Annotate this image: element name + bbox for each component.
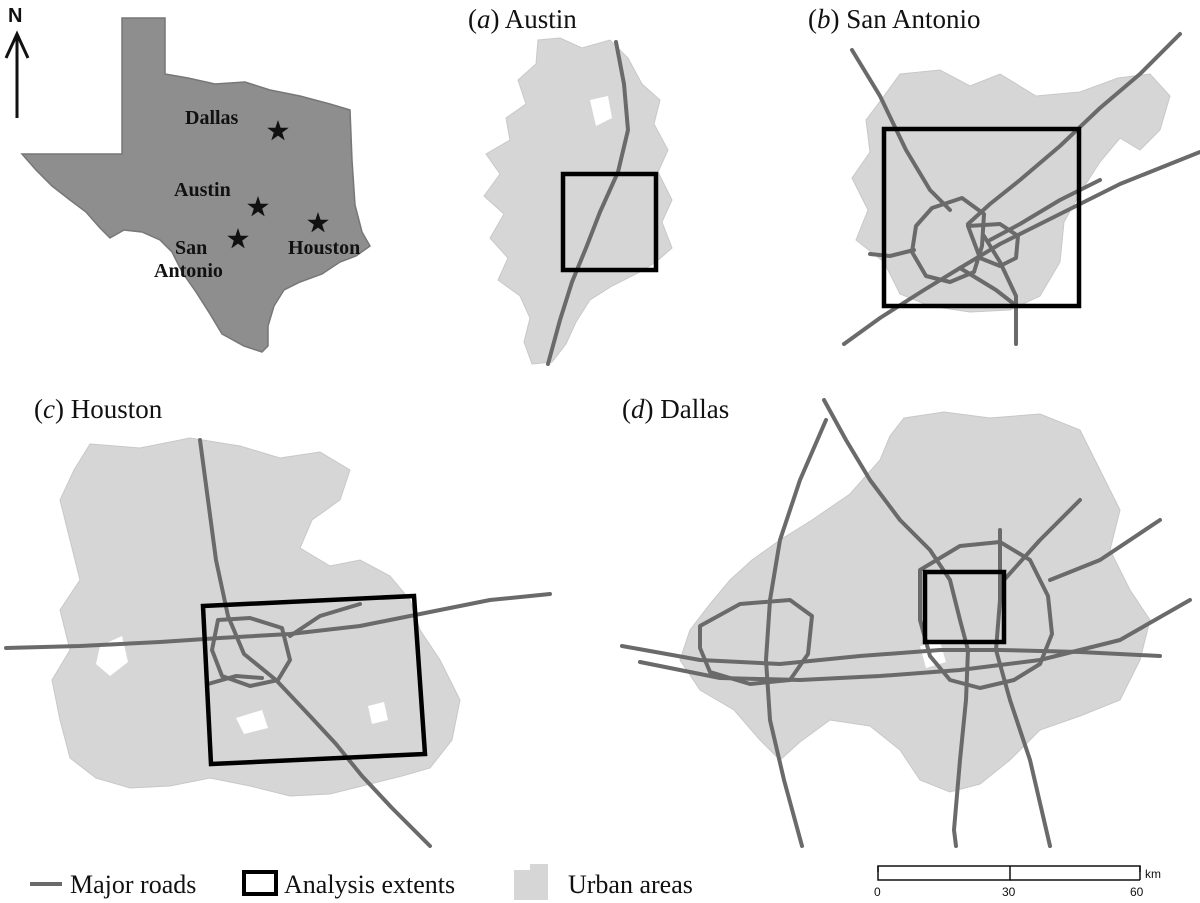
panel-title-san-antonio: (b) San Antonio: [808, 4, 981, 34]
texas-overview-map: Dallas Austin San Antonio Houston: [20, 17, 371, 353]
panel-name-austin: Austin: [505, 4, 578, 34]
urban-area-dallas: [679, 411, 1151, 793]
roads-dallas: [620, 398, 1192, 848]
scale-bar-left-segment: [877, 866, 1011, 881]
panel-title-houston: (c) Houston: [34, 394, 163, 424]
north-arrow: N: [4, 5, 30, 118]
urban-hole-houston-3: [236, 710, 268, 734]
extent-austin: [560, 171, 659, 273]
panel-letter-c: c: [43, 394, 55, 424]
city-label-antonio: Antonio: [154, 260, 223, 282]
urban-hole-houston-2: [368, 702, 388, 724]
panel-letter-d: d: [631, 394, 645, 424]
roads-houston: [4, 438, 552, 848]
panel-dallas: (d) Dallas: [620, 394, 1192, 848]
star-san-antonio-icon: [227, 228, 249, 249]
scale-tick-0: 0: [874, 885, 881, 899]
legend-urban-swatch: [514, 864, 548, 900]
panel-letter-b: b: [817, 4, 831, 34]
city-label-austin: Austin: [174, 179, 231, 201]
urban-area-san-antonio: [851, 69, 1171, 313]
scale-bar: 0 30 60 km: [874, 865, 1161, 899]
legend: Major roads Analysis extents Urban areas: [30, 864, 693, 900]
legend-urban-label: Urban areas: [568, 870, 693, 899]
scale-tick-60: 60: [1130, 885, 1144, 899]
urban-hole-austin: [590, 96, 612, 126]
scale-bar-top: [877, 865, 1141, 872]
panel-san-antonio: (b) San Antonio: [808, 4, 1200, 346]
urban-area-austin: [483, 37, 673, 365]
legend-roads-label: Major roads: [70, 870, 196, 899]
legend-extent-swatch: [242, 870, 278, 896]
star-dallas-icon: [267, 120, 289, 141]
city-label-san: San: [175, 237, 207, 259]
panel-title-austin: (a) Austin: [468, 4, 577, 34]
panel-title-dallas: (d) Dallas: [622, 394, 729, 424]
north-label: N: [8, 5, 22, 27]
star-austin-icon: [247, 196, 269, 217]
extent-houston: [200, 593, 428, 767]
panel-name-dallas: Dallas: [660, 394, 729, 424]
north-arrow-head-icon: [4, 30, 30, 59]
extent-san-antonio: [881, 126, 1082, 309]
scale-tick-30: 30: [1002, 885, 1016, 899]
city-label-dallas: Dallas: [185, 107, 239, 129]
panel-houston: (c) Houston: [4, 394, 552, 848]
panel-austin: (a) Austin: [468, 4, 673, 366]
star-houston-icon: [307, 212, 329, 233]
urban-area-houston: [51, 437, 461, 797]
panel-name-houston: Houston: [71, 394, 163, 424]
texas-shape: [20, 17, 371, 353]
legend-extents-label: Analysis extents: [284, 870, 455, 899]
extent-dallas: [922, 569, 1007, 645]
city-label-houston: Houston: [288, 237, 360, 259]
road-austin-i35: [546, 40, 630, 366]
scale-unit: km: [1145, 867, 1161, 881]
panel-letter-a: a: [477, 4, 491, 34]
panel-name-san-antonio: San Antonio: [846, 4, 980, 34]
